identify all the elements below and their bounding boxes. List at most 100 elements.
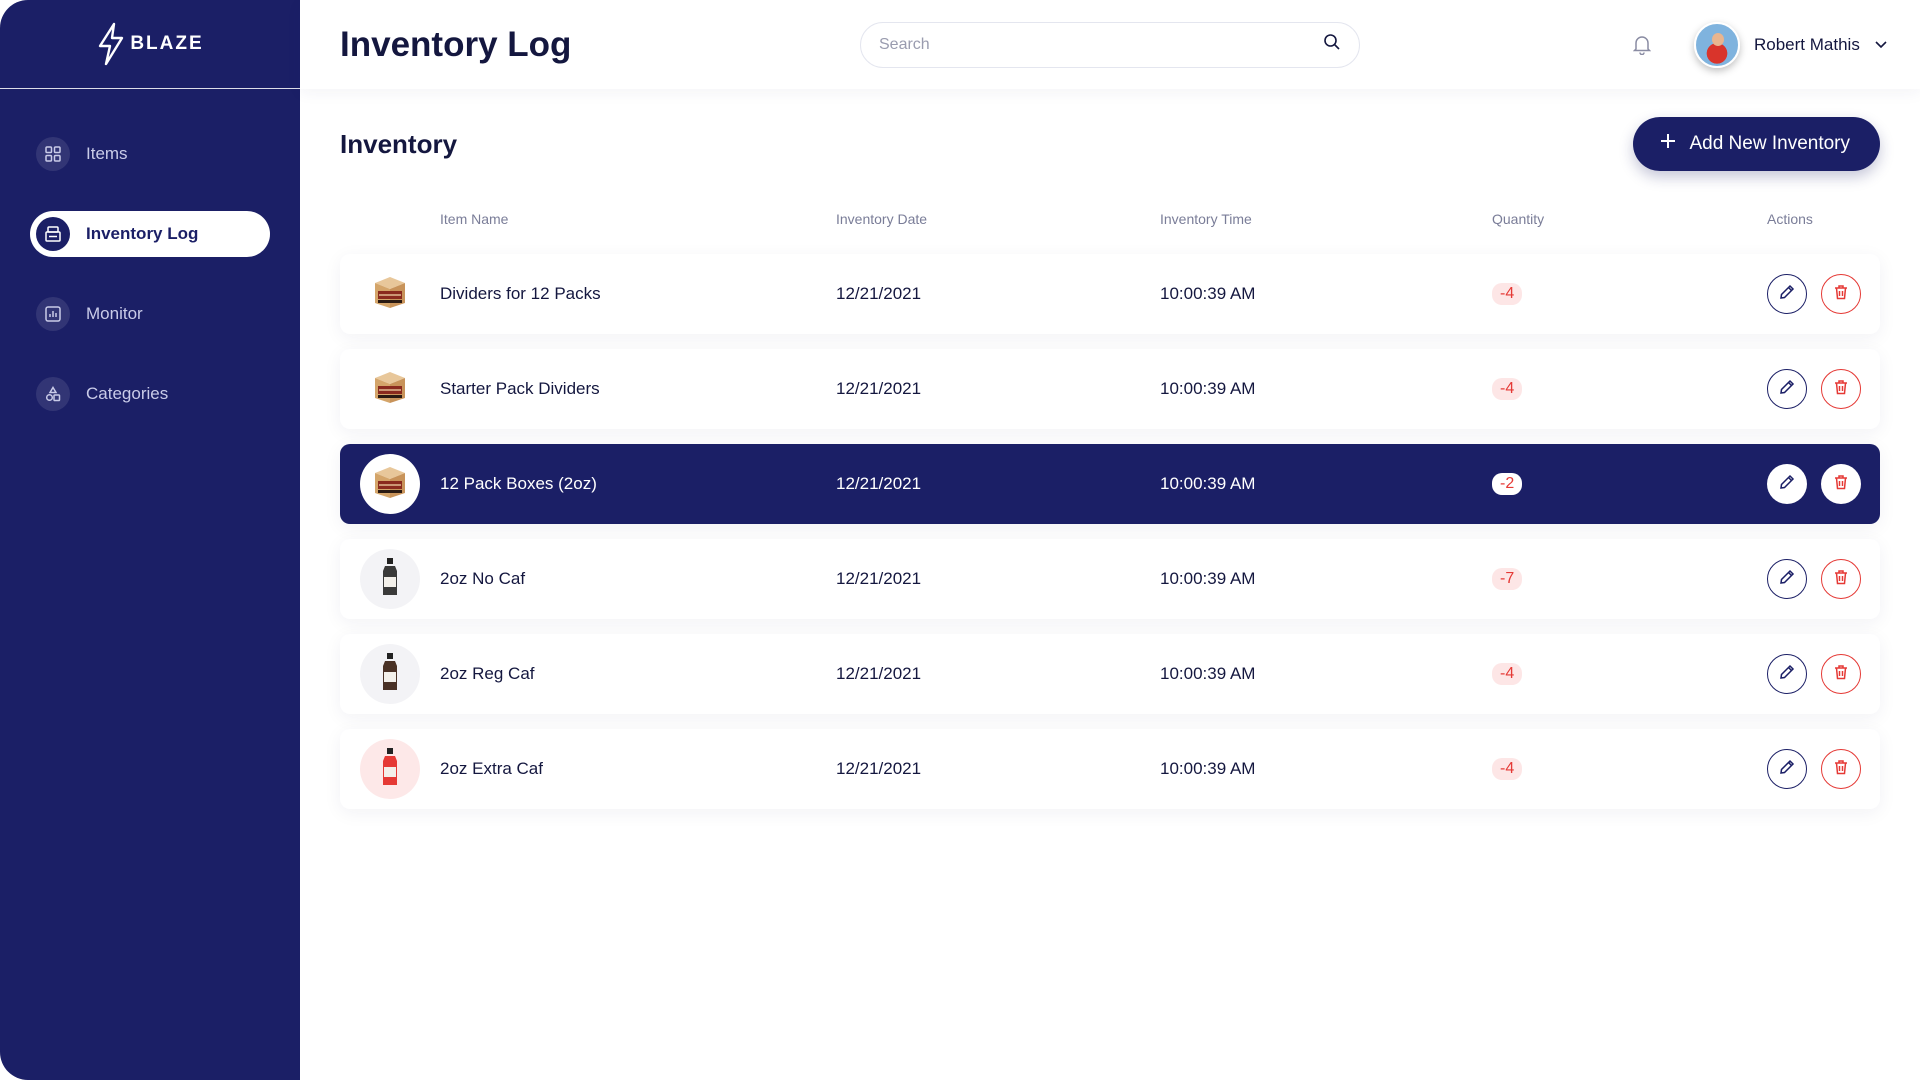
edit-button[interactable] [1767, 464, 1807, 504]
product-thumbnail [360, 644, 420, 704]
edit-button[interactable] [1767, 654, 1807, 694]
row-actions [1767, 464, 1880, 504]
bottle-icon [379, 557, 401, 602]
quantity-badge: -4 [1492, 663, 1523, 685]
table-row[interactable]: Starter Pack Dividers 12/21/2021 10:00:39 … [340, 349, 1880, 429]
quantity-cell: -4 [1492, 663, 1767, 685]
trash-icon [1833, 664, 1849, 685]
user-name: Robert Mathis [1754, 34, 1860, 54]
row-actions [1767, 369, 1880, 409]
item-name: 2oz No Caf [440, 569, 526, 588]
sidebar-item-monitor[interactable]: Monitor [30, 291, 270, 337]
quantity-cell: -2 [1492, 473, 1767, 495]
quantity-cell: -4 [1492, 378, 1767, 400]
table-row[interactable]: 2oz Reg Caf 12/21/2021 10:00:39 AM -4 [340, 634, 1880, 714]
pencil-icon [1779, 474, 1795, 495]
inventory-date: 12/21/2021 [836, 474, 922, 493]
sidebar-item-label: Inventory Log [86, 224, 199, 243]
pencil-icon [1779, 759, 1795, 780]
bottle-icon [379, 747, 401, 792]
pencil-icon [1779, 379, 1795, 400]
quantity-badge: -4 [1492, 378, 1523, 400]
search-input[interactable] [879, 35, 1323, 54]
edit-button[interactable] [1767, 274, 1807, 314]
trash-icon [1833, 284, 1849, 305]
brand-name: BLAZE [130, 33, 204, 54]
chevron-down-icon [1874, 36, 1888, 54]
delete-button[interactable] [1821, 559, 1861, 599]
edit-button[interactable] [1767, 559, 1807, 599]
sidebar-item-categories[interactable]: Categories [30, 371, 270, 417]
box-icon [371, 275, 409, 314]
page-title: Inventory Log [340, 24, 572, 64]
item-name: Dividers for 12 Packs [440, 284, 601, 303]
row-actions [1767, 274, 1880, 314]
quantity-cell: -7 [1492, 568, 1767, 590]
inventory-date: 12/21/2021 [836, 569, 922, 588]
trash-icon [1833, 569, 1849, 590]
column-actions: Actions [1767, 211, 1813, 227]
inventory-date: 12/21/2021 [836, 759, 922, 778]
quantity-badge: -7 [1492, 568, 1523, 590]
log-icon [36, 217, 70, 251]
product-thumbnail [360, 264, 420, 324]
quantity-badge: -2 [1492, 473, 1523, 495]
edit-button[interactable] [1767, 369, 1807, 409]
inventory-date: 12/21/2021 [836, 284, 922, 303]
delete-button[interactable] [1821, 749, 1861, 789]
inventory-time: 10:00:39 AM [1160, 569, 1256, 588]
product-thumbnail [360, 739, 420, 799]
edit-button[interactable] [1767, 749, 1807, 789]
bell-icon[interactable] [1630, 33, 1654, 57]
avatar [1694, 21, 1740, 68]
sidebar-item-inventory-log[interactable]: Inventory Log [30, 211, 270, 257]
column-item-name: Item Name [440, 211, 509, 227]
pencil-icon [1779, 284, 1795, 305]
inventory-time: 10:00:39 AM [1160, 664, 1256, 683]
column-quantity: Quantity [1492, 211, 1545, 227]
inventory-time: 10:00:39 AM [1160, 759, 1256, 778]
box-icon [371, 465, 409, 504]
quantity-cell: -4 [1492, 758, 1767, 780]
sidebar-item-label: Monitor [86, 304, 143, 323]
sidebar-item-label: Items [86, 144, 128, 163]
product-thumbnail [360, 549, 420, 609]
table-row[interactable]: Dividers for 12 Packs 12/21/2021 10:00:39 … [340, 254, 1880, 334]
sidebar-item-items[interactable]: Items [30, 131, 270, 177]
table-body: Dividers for 12 Packs 12/21/2021 10:00:39 … [340, 254, 1880, 809]
sidebar-item-label: Categories [86, 384, 169, 403]
delete-button[interactable] [1821, 464, 1861, 504]
delete-button[interactable] [1821, 654, 1861, 694]
pencil-icon [1779, 569, 1795, 590]
search-box [860, 21, 1360, 68]
item-name: 2oz Extra Caf [440, 759, 543, 778]
shapes-icon [36, 377, 70, 411]
column-date: Inventory Date [836, 211, 928, 227]
table-row[interactable]: 2oz Extra Caf 12/21/2021 10:00:39 AM -4 [340, 729, 1880, 809]
inventory-date: 12/21/2021 [836, 379, 922, 398]
brand-logo[interactable]: BLAZE [0, 0, 300, 89]
sidebar: BLAZE Items Inventory Log [0, 0, 300, 1080]
column-time: Inventory Time [1160, 211, 1252, 227]
trash-icon [1833, 474, 1849, 495]
quantity-cell: -4 [1492, 283, 1767, 305]
add-new-inventory-button[interactable]: Add New Inventory [1633, 117, 1880, 171]
pencil-icon [1779, 664, 1795, 685]
section-title: Inventory [340, 128, 458, 159]
delete-button[interactable] [1821, 369, 1861, 409]
main-content: Inventory Add New Inventory Item Name In… [340, 89, 1880, 809]
table-row[interactable]: 12 Pack Boxes (2oz) 12/21/2021 10:00:39 AM… [340, 444, 1880, 524]
trash-icon [1833, 759, 1849, 780]
user-menu[interactable]: Robert Mathis [1694, 21, 1888, 68]
section-header: Inventory Add New Inventory [340, 89, 1880, 199]
delete-button[interactable] [1821, 274, 1861, 314]
quantity-badge: -4 [1492, 758, 1523, 780]
bottle-icon [379, 652, 401, 697]
search-icon[interactable] [1323, 33, 1341, 56]
add-button-label: Add New Inventory [1689, 133, 1850, 154]
table-row[interactable]: 2oz No Caf 12/21/2021 10:00:39 AM -7 [340, 539, 1880, 619]
inventory-time: 10:00:39 AM [1160, 379, 1256, 398]
plus-icon [1659, 132, 1677, 156]
item-name: 2oz Reg Caf [440, 664, 535, 683]
inventory-date: 12/21/2021 [836, 664, 922, 683]
